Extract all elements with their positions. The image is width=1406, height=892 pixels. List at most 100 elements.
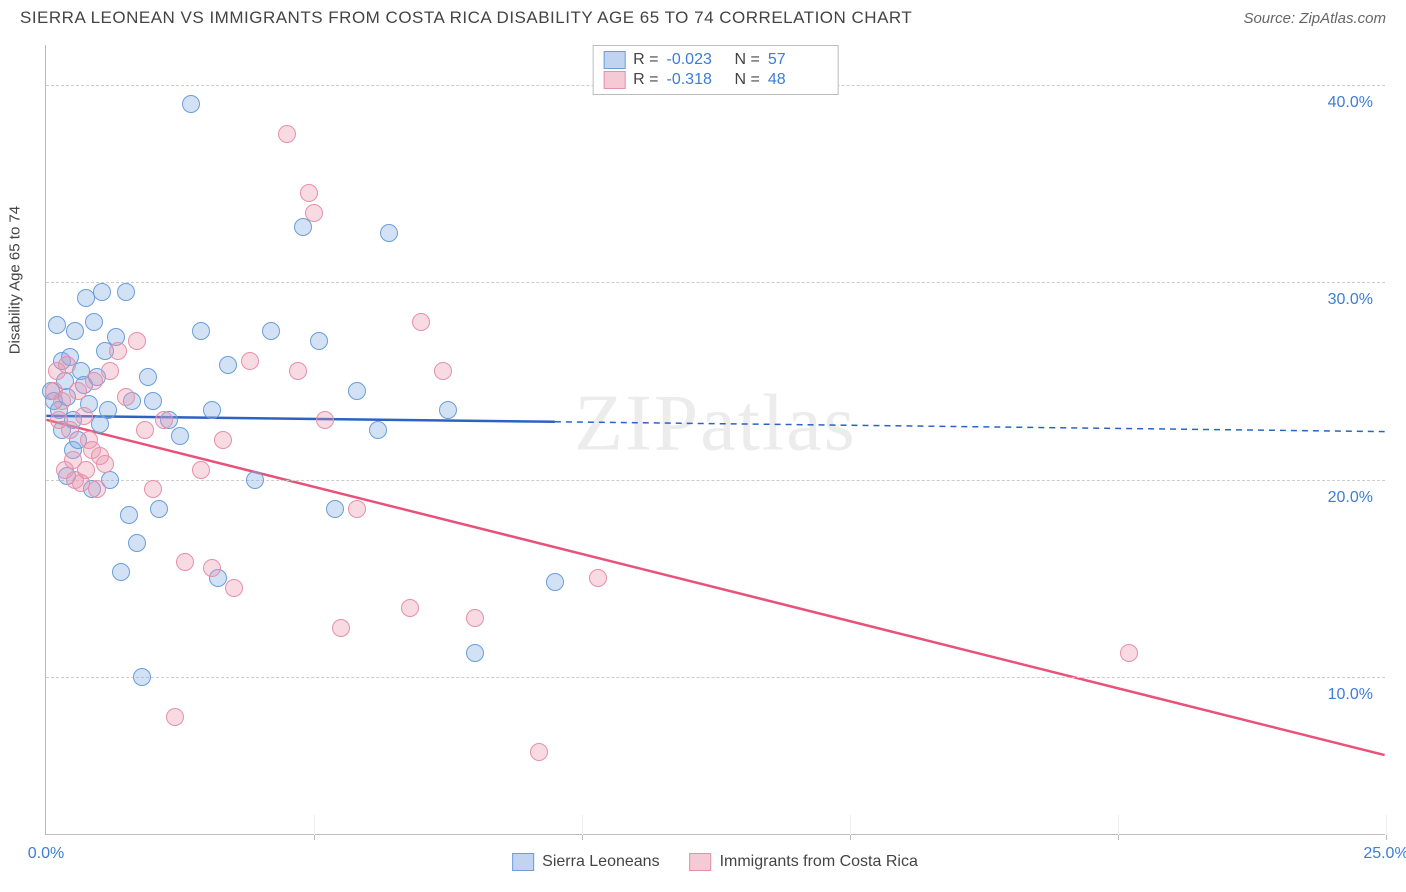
r-value-a: -0.023 (667, 51, 727, 69)
scatter-point (289, 362, 307, 380)
chart-header: SIERRA LEONEAN VS IMMIGRANTS FROM COSTA … (0, 0, 1406, 32)
scatter-point (310, 332, 328, 350)
scatter-point (93, 283, 111, 301)
grid-line-v (582, 815, 583, 835)
scatter-point (128, 534, 146, 552)
scatter-point (305, 204, 323, 222)
legend-stats-row-a: R = -0.023 N = 57 (603, 50, 828, 70)
scatter-point (225, 579, 243, 597)
scatter-point (75, 407, 93, 425)
legend-bottom: Sierra Leoneans Immigrants from Costa Ri… (512, 853, 918, 871)
scatter-point (203, 559, 221, 577)
swatch-b-icon (690, 853, 712, 871)
scatter-point (466, 609, 484, 627)
scatter-point (546, 573, 564, 591)
scatter-point (192, 322, 210, 340)
r-value-b: -0.318 (667, 71, 727, 89)
scatter-point (182, 95, 200, 113)
scatter-point (530, 743, 548, 761)
y-axis-label: Disability Age 65 to 74 (7, 206, 24, 354)
scatter-point (58, 356, 76, 374)
watermark: ZIPatlas (574, 378, 857, 469)
series-a-label: Sierra Leoneans (542, 853, 659, 871)
n-value-a: 57 (768, 51, 828, 69)
scatter-point (112, 563, 130, 581)
scatter-point (139, 368, 157, 386)
scatter-point (150, 500, 168, 518)
scatter-point (348, 500, 366, 518)
scatter-point (155, 411, 173, 429)
grid-line-v (1118, 815, 1119, 835)
chart-source: Source: ZipAtlas.com (1243, 10, 1386, 27)
grid-line-v (314, 815, 315, 835)
scatter-point (133, 668, 151, 686)
scatter-point (176, 553, 194, 571)
scatter-point (401, 599, 419, 617)
n-label: N = (735, 71, 760, 89)
y-tick-label: 10.0% (1328, 686, 1373, 704)
scatter-point (117, 283, 135, 301)
scatter-point (69, 382, 87, 400)
y-tick-label: 20.0% (1328, 489, 1373, 507)
plot-area: ZIPatlas R = -0.023 N = 57 R = -0.318 N … (45, 45, 1385, 835)
scatter-point (120, 506, 138, 524)
grid-line-h (46, 282, 1385, 283)
scatter-point (99, 401, 117, 419)
scatter-point (166, 708, 184, 726)
scatter-point (326, 500, 344, 518)
scatter-point (246, 471, 264, 489)
scatter-point (369, 421, 387, 439)
scatter-point (85, 372, 103, 390)
y-tick-label: 30.0% (1328, 291, 1373, 309)
scatter-point (53, 392, 71, 410)
scatter-point (262, 322, 280, 340)
series-b-label: Immigrants from Costa Rica (720, 853, 918, 871)
scatter-point (412, 313, 430, 331)
scatter-point (88, 480, 106, 498)
scatter-point (439, 401, 457, 419)
scatter-point (128, 332, 146, 350)
scatter-point (48, 316, 66, 334)
scatter-point (85, 313, 103, 331)
scatter-point (434, 362, 452, 380)
legend-item-b: Immigrants from Costa Rica (690, 853, 918, 871)
legend-stats: R = -0.023 N = 57 R = -0.318 N = 48 (592, 45, 839, 95)
x-tick-label: 25.0% (1363, 845, 1406, 863)
chart-title: SIERRA LEONEAN VS IMMIGRANTS FROM COSTA … (20, 8, 912, 28)
scatter-point (214, 431, 232, 449)
scatter-point (316, 411, 334, 429)
scatter-point (332, 619, 350, 637)
r-label: R = (633, 71, 658, 89)
n-value-b: 48 (768, 71, 828, 89)
y-tick-label: 40.0% (1328, 94, 1373, 112)
scatter-point (278, 125, 296, 143)
scatter-point (1120, 644, 1138, 662)
scatter-point (109, 342, 127, 360)
scatter-point (144, 392, 162, 410)
scatter-point (192, 461, 210, 479)
scatter-point (219, 356, 237, 374)
scatter-point (171, 427, 189, 445)
trend-lines (46, 45, 1385, 834)
legend-stats-row-b: R = -0.318 N = 48 (603, 70, 828, 90)
scatter-point (61, 421, 79, 439)
grid-line-h (46, 677, 1385, 678)
swatch-b-icon (603, 71, 625, 89)
scatter-point (466, 644, 484, 662)
scatter-point (101, 362, 119, 380)
grid-line-v (850, 815, 851, 835)
scatter-point (96, 455, 114, 473)
swatch-a-icon (512, 853, 534, 871)
grid-line-v (1386, 815, 1387, 835)
scatter-point (348, 382, 366, 400)
x-tick-label: 0.0% (28, 845, 64, 863)
scatter-point (300, 184, 318, 202)
scatter-point (380, 224, 398, 242)
scatter-point (203, 401, 221, 419)
n-label: N = (735, 51, 760, 69)
scatter-point (136, 421, 154, 439)
scatter-point (117, 388, 135, 406)
scatter-point (77, 461, 95, 479)
scatter-point (241, 352, 259, 370)
r-label: R = (633, 51, 658, 69)
